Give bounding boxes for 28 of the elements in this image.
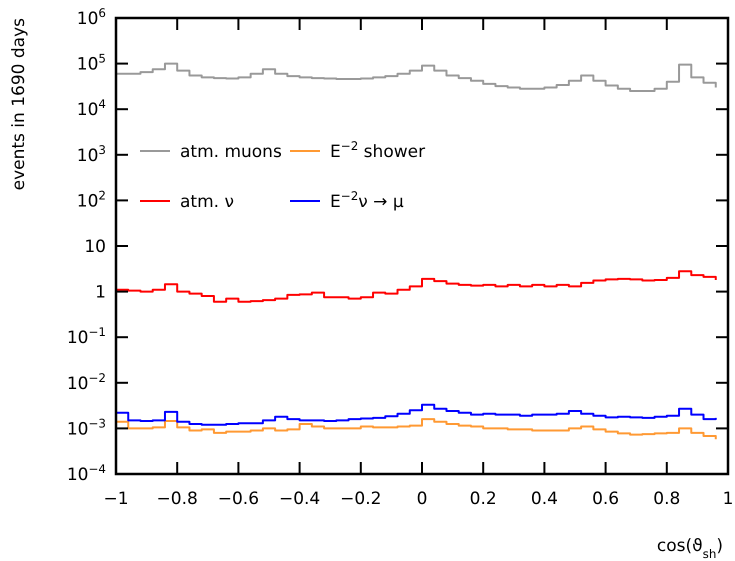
x-tick-label: 0 [416,489,428,509]
x-axis-title: cos(ϑ$_{sh}$) [656,536,723,561]
x-tick-label: 0.8 [653,489,680,509]
legend-label: atm. ν [180,192,234,212]
x-tick-label: 0.4 [530,489,558,509]
y-tick-label: 1 [95,282,106,303]
x-tick-label: −0.2 [340,489,382,509]
x-tick-label: −1 [103,489,129,509]
y-axis-title: events in 1690 days [9,18,29,190]
y-tick-label: 10$^{3}$ [76,142,106,166]
x-tick-label: −0.4 [278,489,320,509]
y-tick-label: 10$^{2}$ [76,188,106,212]
y-tick-label: 10$^{5}$ [76,52,106,75]
y-tick-label: 10$^{6}$ [76,6,106,29]
x-tick-label: −0.8 [156,489,198,509]
y-tick-label: 10 [84,236,106,257]
y-tick-label: 10$^{−2}$ [66,370,106,394]
y-tick-label: 10$^{−3}$ [66,416,106,440]
y-tick-label: 10$^{−4}$ [66,462,106,485]
x-tick-label: 0.6 [592,489,620,509]
y-tick-label: 10$^{−1}$ [66,325,106,348]
legend-label: E$^{−2}$ shower [330,138,426,162]
y-tick-label: 10$^{4}$ [76,97,106,120]
x-tick-label: 1 [722,489,734,509]
x-tick-label: −0.6 [218,489,260,509]
legend-label: E$^{−2}$ν → μ [330,188,404,212]
x-tick-label: 0.2 [470,489,497,509]
legend-label: atm. muons [180,142,282,162]
